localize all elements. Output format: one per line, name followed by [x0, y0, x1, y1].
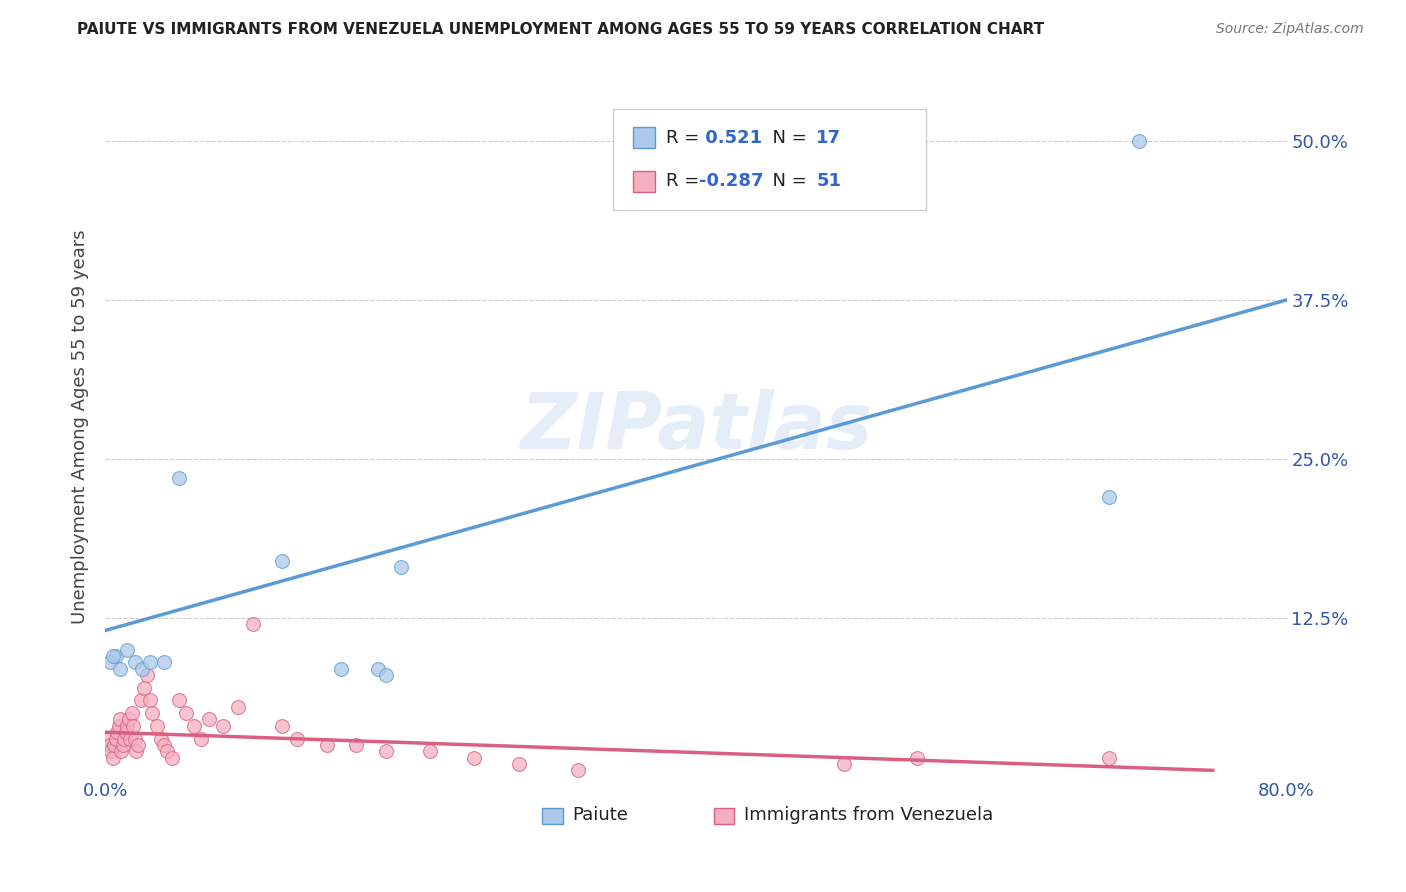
Point	[330, 662, 353, 676]
Point	[103, 738, 125, 752]
Point	[108, 713, 131, 727]
Point	[150, 731, 173, 746]
Point	[104, 648, 127, 663]
Point	[105, 725, 128, 739]
Point	[122, 719, 145, 733]
Point	[117, 719, 139, 733]
Point	[226, 699, 249, 714]
Point	[135, 668, 157, 682]
Point	[419, 744, 441, 758]
Point	[389, 560, 412, 574]
Point	[146, 719, 169, 733]
Point	[160, 750, 183, 764]
Point	[374, 744, 396, 758]
Point	[121, 706, 143, 720]
Point	[101, 648, 124, 663]
Point	[374, 668, 396, 682]
Point	[344, 738, 367, 752]
Point	[111, 738, 134, 752]
Text: R =: R =	[666, 172, 706, 190]
Point	[117, 642, 139, 657]
Text: R =: R =	[666, 128, 706, 147]
FancyBboxPatch shape	[543, 808, 564, 823]
Point	[567, 764, 589, 778]
Text: ZIPatlas: ZIPatlas	[520, 389, 872, 465]
Text: Source: ZipAtlas.com: Source: ZipAtlas.com	[1216, 22, 1364, 37]
Point	[132, 681, 155, 695]
Point	[1098, 490, 1121, 504]
Point	[285, 731, 308, 746]
Point	[167, 693, 190, 707]
Point	[212, 719, 235, 733]
Point	[98, 738, 121, 752]
Point	[98, 655, 121, 669]
Point	[315, 738, 337, 752]
Point	[1098, 750, 1121, 764]
Text: 17: 17	[817, 128, 841, 147]
Point	[508, 756, 530, 771]
Point	[832, 756, 855, 771]
Point	[197, 713, 219, 727]
Point	[118, 713, 141, 727]
Point	[125, 744, 148, 758]
Point	[112, 731, 135, 746]
Point	[100, 744, 122, 758]
Point	[141, 706, 163, 720]
Point	[271, 553, 294, 567]
Text: -0.287: -0.287	[699, 172, 763, 190]
Point	[127, 738, 149, 752]
Point	[120, 731, 142, 746]
Text: Paiute: Paiute	[572, 806, 628, 824]
Point	[463, 750, 485, 764]
Point	[138, 655, 160, 669]
Point	[131, 662, 153, 676]
FancyBboxPatch shape	[633, 128, 655, 148]
Point	[271, 719, 294, 733]
Point	[153, 655, 176, 669]
FancyBboxPatch shape	[633, 171, 655, 192]
Point	[183, 719, 205, 733]
Point	[176, 706, 198, 720]
Point	[153, 738, 176, 752]
Text: PAIUTE VS IMMIGRANTS FROM VENEZUELA UNEMPLOYMENT AMONG AGES 55 TO 59 YEARS CORRE: PAIUTE VS IMMIGRANTS FROM VENEZUELA UNEM…	[77, 22, 1045, 37]
Text: Immigrants from Venezuela: Immigrants from Venezuela	[744, 806, 993, 824]
Text: N =: N =	[761, 172, 813, 190]
Point	[115, 725, 138, 739]
Y-axis label: Unemployment Among Ages 55 to 59 years: Unemployment Among Ages 55 to 59 years	[72, 230, 89, 624]
Point	[101, 750, 124, 764]
Point	[1128, 134, 1150, 148]
Point	[367, 662, 389, 676]
Point	[110, 744, 132, 758]
Point	[156, 744, 179, 758]
Text: 51: 51	[817, 172, 841, 190]
Point	[190, 731, 212, 746]
Text: N =: N =	[761, 128, 813, 147]
Point	[107, 719, 129, 733]
Point	[124, 731, 146, 746]
Point	[129, 693, 152, 707]
Point	[124, 655, 146, 669]
Point	[138, 693, 160, 707]
FancyBboxPatch shape	[613, 109, 927, 211]
Point	[97, 731, 120, 746]
Point	[104, 731, 127, 746]
Text: 0.521: 0.521	[699, 128, 762, 147]
Point	[108, 662, 131, 676]
Point	[242, 617, 264, 632]
Point	[905, 750, 928, 764]
Point	[167, 471, 190, 485]
FancyBboxPatch shape	[714, 808, 734, 823]
